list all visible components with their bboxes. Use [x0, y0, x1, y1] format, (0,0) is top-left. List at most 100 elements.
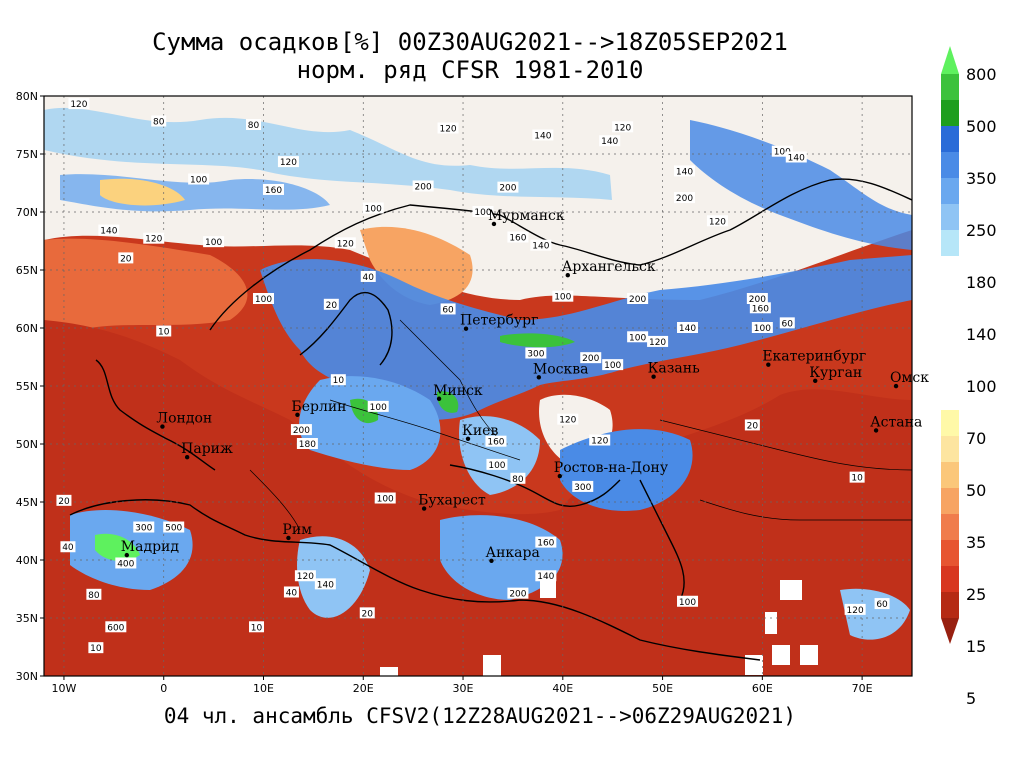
- lat-tick-label: 80N: [16, 90, 38, 103]
- legend-label: 100: [966, 377, 997, 396]
- legend-swatch: [941, 152, 959, 178]
- contour-label: 180: [299, 440, 316, 450]
- contour-label: 20: [58, 497, 70, 507]
- legend-swatch: [941, 74, 959, 100]
- contour-label: 200: [749, 295, 766, 305]
- lat-tick-label: 50N: [16, 438, 38, 451]
- legend-label: 250: [966, 221, 997, 240]
- city-label: Париж: [181, 441, 233, 457]
- city-label: Петербург: [460, 313, 538, 329]
- central-europe-wet: [299, 376, 441, 470]
- contour-label-bg: [151, 115, 167, 127]
- contour-label-bg: [785, 151, 807, 163]
- latitude-axis: 80N 75N 70N 65N 60N 55N 50N 45N 40N 35N 30N: [16, 90, 44, 683]
- city-marker: [421, 506, 427, 511]
- city-marker: [160, 424, 165, 429]
- contour-label: 120: [847, 606, 864, 616]
- legend-label: 140: [966, 325, 997, 344]
- central-asia-wet: [840, 588, 910, 640]
- contour-label: 10: [333, 376, 345, 386]
- legend-swatch: [941, 178, 959, 204]
- contour-label: 140: [676, 167, 693, 177]
- nodata-patch: [380, 667, 398, 676]
- contour-label-bg: [246, 119, 262, 130]
- legend-label: 5: [966, 689, 976, 708]
- city-label: Берлин: [291, 399, 346, 415]
- contour-label: 100: [205, 238, 222, 248]
- contour-label: 100: [190, 176, 207, 186]
- contour-label: 120: [439, 124, 456, 134]
- chart-title-line1: Сумма осадков[%] 00Z30AUG2021-->18Z05SEP…: [152, 28, 788, 56]
- contour-label: 10: [251, 623, 263, 633]
- city-marker: [463, 326, 469, 331]
- contour-label-bg: [535, 536, 557, 548]
- contour-label-bg: [252, 293, 274, 304]
- contour-label-bg: [334, 237, 356, 249]
- lat-tick-label: 65N: [16, 264, 38, 277]
- contour-label: 80: [153, 118, 165, 128]
- ensemble-footer: 04 чл. ансамбль CFSV2(12Z28AUG2021-->06Z…: [163, 704, 797, 728]
- legend-label: 35: [966, 533, 986, 552]
- contour-label: 140: [788, 153, 805, 163]
- country-borders: [249, 319, 912, 531]
- city-marker: [557, 473, 563, 479]
- anatolia-wet: [440, 515, 563, 600]
- contour-label: 100: [488, 461, 505, 471]
- city-label: Мурманск: [488, 208, 565, 224]
- contour-label: 120: [297, 572, 314, 582]
- contour-label: 10: [158, 327, 170, 337]
- contour-label-bg: [440, 303, 456, 315]
- lon-tick-label: 0: [160, 682, 167, 695]
- legend-label: 800: [966, 65, 997, 84]
- legend-label: 15: [966, 637, 986, 656]
- contour-label-bg: [557, 413, 579, 425]
- city-label: Мадрид: [121, 539, 180, 555]
- nodata-patch: [780, 580, 802, 600]
- contour-label-bg: [507, 231, 529, 243]
- city-label: Минск: [433, 383, 483, 399]
- contour-label: 20: [120, 254, 132, 264]
- city-marker: [124, 552, 130, 558]
- contour-label: 120: [280, 158, 297, 168]
- contour-label-bg: [510, 472, 526, 484]
- city-label: Казань: [648, 361, 700, 377]
- legend-label: 500: [966, 117, 997, 136]
- contour-label-bg: [88, 642, 104, 654]
- contour-label: 100: [554, 293, 571, 303]
- south-dry-field: [44, 320, 912, 676]
- city-label: Курган: [809, 365, 862, 381]
- contour-label-bg: [627, 293, 649, 304]
- caspian-coast: [639, 479, 685, 601]
- contour-label: 200: [582, 354, 599, 364]
- contour-label-bg: [602, 359, 624, 371]
- city-label: Лондон: [156, 411, 212, 427]
- contour-label-bg: [507, 587, 529, 599]
- contour-label-bg: [599, 135, 621, 147]
- contour-label-bg: [360, 270, 376, 282]
- contour-label: 10: [851, 474, 863, 484]
- border: [329, 399, 521, 461]
- contour-label-bg: [115, 557, 137, 569]
- contour-label-bg: [86, 588, 102, 600]
- legend-swatch: [941, 488, 959, 514]
- contour-label-bg: [771, 145, 793, 157]
- color-legend: 800 500 350 250 180 140 100 70 50 35 25 15 5: [941, 46, 997, 708]
- contour-label: 200: [509, 590, 526, 600]
- contour-label: 80: [248, 121, 260, 131]
- city-marker: [184, 455, 190, 460]
- contour-label-bg: [362, 202, 384, 214]
- city-label: Москва: [533, 361, 589, 377]
- legend-swatch: [941, 592, 959, 618]
- gridlines: [44, 96, 912, 676]
- city-label: Киев: [462, 423, 498, 439]
- contour-label-bg: [627, 331, 649, 343]
- contour-label: 140: [100, 227, 117, 237]
- contour-label: 600: [107, 623, 124, 633]
- contour-label-bg: [497, 181, 519, 193]
- contour-label: 100: [774, 148, 791, 158]
- legend-label: 180: [966, 273, 997, 292]
- city-marker: [295, 412, 300, 417]
- contour-label-bg: [677, 322, 699, 333]
- contour-label-bg: [374, 492, 396, 504]
